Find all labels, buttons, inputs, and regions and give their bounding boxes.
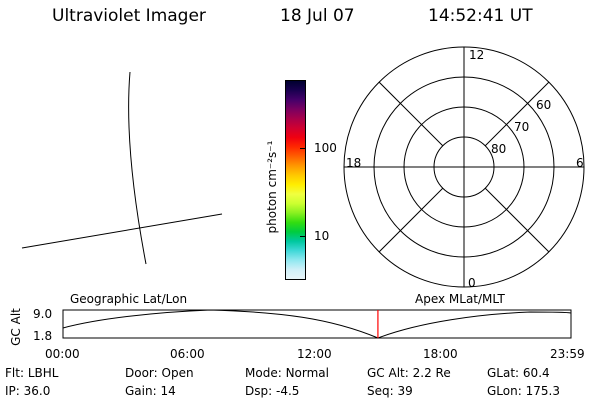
status-door: Door: Open <box>125 366 194 380</box>
timeline-xtick-1200: 12:00 <box>297 347 332 361</box>
date-label: 18 Jul 07 <box>280 6 355 26</box>
mlt-label-6: 6 <box>576 156 584 170</box>
polar-diagonal-nw <box>378 81 444 147</box>
polar-diagonal-ne <box>484 81 550 147</box>
timeline-xtick-0000: 00:00 <box>45 347 80 361</box>
timeline-xtick-0600: 06:00 <box>170 347 205 361</box>
timeline-ytick-9: 9.0 <box>33 307 53 321</box>
colorbar <box>285 80 306 280</box>
colorbar-unit-label: photon cm⁻²s⁻¹ <box>265 140 279 234</box>
status-ip: IP: 36.0 <box>5 384 51 398</box>
polar-diagonal-sw <box>378 187 444 253</box>
lat-label-70: 70 <box>514 120 529 134</box>
colorbar-tick-mark-10 <box>300 236 306 237</box>
latitude-line <box>21 213 223 249</box>
timeline-ytick-1-8: 1.8 <box>33 329 53 343</box>
status-flt: Flt: LBHL <box>5 366 59 380</box>
app-title: Ultraviolet Imager <box>52 6 206 26</box>
lat-label-60: 60 <box>536 98 551 112</box>
timeline-right-label: Apex MLat/MLT <box>415 292 505 306</box>
polar-diagonal-se <box>484 187 550 253</box>
status-glon: GLon: 175.3 <box>487 384 560 398</box>
mlt-label-12: 12 <box>469 48 484 62</box>
polar-plot: 12 18 6 0 60 70 80 <box>343 46 585 290</box>
time-label: 14:52:41 UT <box>428 6 533 26</box>
mlt-label-0: 0 <box>468 276 476 290</box>
colorbar-tick-mark-100 <box>300 148 306 149</box>
timeline-plot <box>62 309 572 339</box>
status-dsp: Dsp: -4.5 <box>245 384 300 398</box>
timeline-left-label: Geographic Lat/Lon <box>70 292 188 306</box>
colorbar-tick-10: 10 <box>314 229 330 243</box>
geographic-grid-panel <box>21 71 223 265</box>
colorbar-tick-100: 100 <box>314 141 337 155</box>
mlt-label-18: 18 <box>346 156 361 170</box>
status-gain: Gain: 14 <box>125 384 176 398</box>
timeline-xtick-2359: 23:59 <box>550 347 585 361</box>
status-seq: Seq: 39 <box>367 384 413 398</box>
timeline-xtick-1800: 18:00 <box>423 347 458 361</box>
longitude-line <box>128 71 147 265</box>
timeline-frame <box>62 309 572 339</box>
timeline-yaxis-label: GC Alt <box>9 308 23 346</box>
status-mode: Mode: Normal <box>245 366 329 380</box>
status-glat: GLat: 60.4 <box>487 366 550 380</box>
lat-label-80: 80 <box>491 142 506 156</box>
status-gc-alt: GC Alt: 2.2 Re <box>367 366 451 380</box>
altitude-curve <box>62 309 572 339</box>
